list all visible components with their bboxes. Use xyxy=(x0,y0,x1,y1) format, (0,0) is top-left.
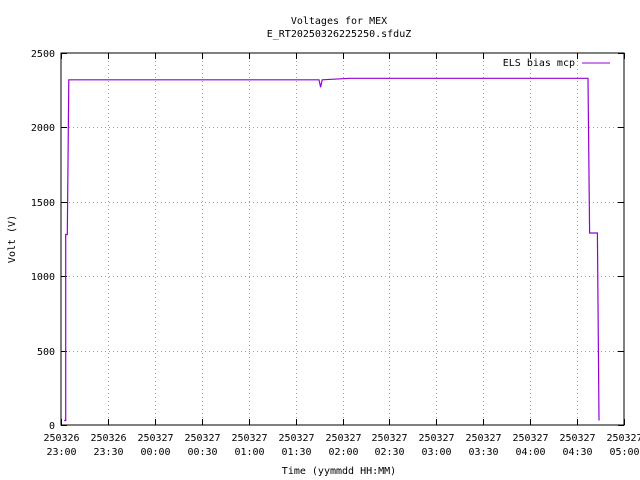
x-axis-label: Time (yymmdd HH:MM) xyxy=(282,466,396,477)
x-tick-label-time: 04:30 xyxy=(562,447,592,458)
y-tick-label: 0 xyxy=(49,421,55,432)
series-layer xyxy=(64,77,600,422)
x-tick-label-time: 04:00 xyxy=(515,447,545,458)
x-tick-label-date: 250327 xyxy=(184,433,220,444)
x-tick-label-date: 250327 xyxy=(465,433,501,444)
x-ticks: 250326 23:00 250326 23:30 250327 00:00 250327 0… xyxy=(43,53,640,458)
y-axis-label: Volt (V) xyxy=(7,215,18,263)
x-tick-label-time: 02:30 xyxy=(374,447,404,458)
x-tick-label-time: 00:00 xyxy=(140,447,170,458)
x-tick-label-time: 01:30 xyxy=(281,447,311,458)
series-line xyxy=(64,77,600,422)
x-tick-label-time: 23:30 xyxy=(93,447,123,458)
x-tick-label-time: 05:00 xyxy=(609,447,639,458)
y-tick-label: 2000 xyxy=(31,123,55,134)
x-tick-label-date: 250327 xyxy=(325,433,361,444)
x-tick-label-date: 250326 xyxy=(43,433,79,444)
y-ticks: 0 500 1000 1500 2000 2500 xyxy=(31,49,624,432)
x-tick-label-time: 00:30 xyxy=(187,447,217,458)
x-tick-label-date: 250327 xyxy=(559,433,595,444)
y-tick-label: 500 xyxy=(37,347,55,358)
y-tick-label: 1000 xyxy=(31,272,55,283)
chart-subtitle: E_RT20250326225250.sfduZ xyxy=(267,29,412,40)
x-tick-label-date: 250327 xyxy=(231,433,267,444)
x-tick-label-date: 250327 xyxy=(137,433,173,444)
y-tick-label: 2500 xyxy=(31,49,55,60)
x-tick-label-date: 250327 xyxy=(606,433,640,444)
x-tick-label-date: 250327 xyxy=(512,433,548,444)
y-tick-label: 1500 xyxy=(31,198,55,209)
x-tick-label-time: 02:00 xyxy=(328,447,358,458)
chart-title: Voltages for MEX xyxy=(291,16,387,27)
legend: ELS bias mcp xyxy=(503,58,610,69)
x-tick-label-time: 23:00 xyxy=(46,447,76,458)
legend-label: ELS bias mcp xyxy=(503,58,575,69)
x-tick-label-date: 250326 xyxy=(90,433,126,444)
plot-frame xyxy=(60,52,625,426)
grid xyxy=(61,53,624,425)
x-tick-label-date: 250327 xyxy=(371,433,407,444)
x-tick-label-date: 250327 xyxy=(278,433,314,444)
x-tick-label-time: 03:30 xyxy=(468,447,498,458)
x-tick-label-date: 250327 xyxy=(418,433,454,444)
x-tick-label-time: 03:00 xyxy=(421,447,451,458)
x-tick-label-time: 01:00 xyxy=(234,447,264,458)
